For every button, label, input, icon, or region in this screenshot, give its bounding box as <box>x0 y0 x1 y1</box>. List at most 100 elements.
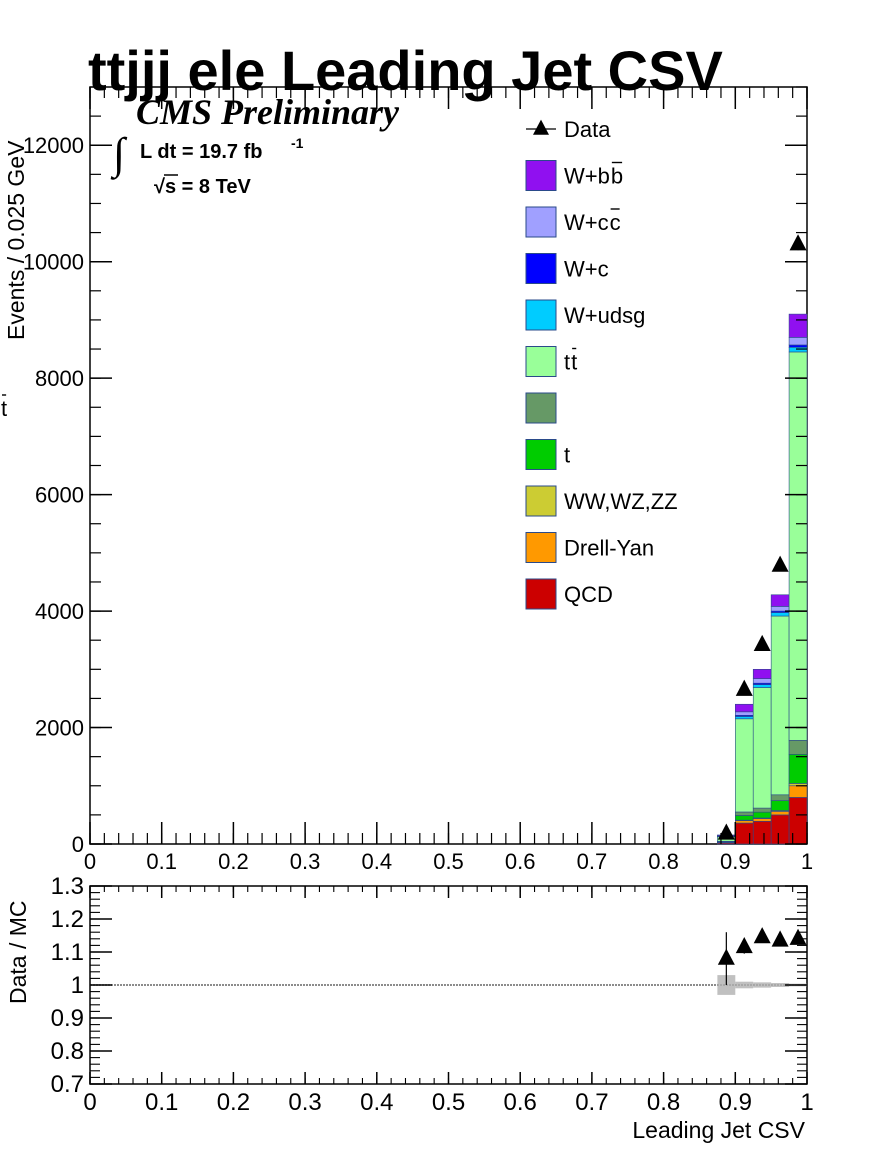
x-tick-label: 0.6 <box>505 849 536 874</box>
x-tick-label: 0.7 <box>577 849 608 874</box>
stack-bar-qcd-bin-3 <box>770 814 790 845</box>
legend-label-suffix-w-bb: b <box>611 164 623 189</box>
data-point-bin-4 <box>789 234 807 251</box>
main-plot-frame <box>89 86 808 845</box>
stack-bar-ttbar-bin-4 <box>788 351 808 741</box>
legend-label-vv: WW,WZ,ZZ <box>564 489 678 514</box>
legend-label-qcd: QCD <box>564 582 613 607</box>
ratio-y-tick-label: 1.3 <box>51 873 84 900</box>
stack-bar-qcd-bin-2 <box>752 820 772 845</box>
legend-swatch-w-udsg <box>525 299 557 331</box>
stack-bar-tbar-bin-2 <box>752 807 772 813</box>
stack-bar-drell-yan-bin-3 <box>770 811 790 816</box>
ratio-x-tick-label: 0.6 <box>504 1089 537 1116</box>
ratio-x-tick-label: 0.7 <box>575 1089 608 1116</box>
stack-bar-w-bb-bin-3 <box>770 594 790 607</box>
y-axis-title: Events / 0.025 GeV <box>3 140 29 340</box>
stack-bar-ttbar-bin-3 <box>770 615 790 796</box>
y-tick-label: 2000 <box>35 716 84 741</box>
ratio-y-tick-label: 0.9 <box>51 1005 84 1032</box>
ratio-x-tick-label: 0.9 <box>719 1089 752 1116</box>
stack-bar-qcd-bin-4 <box>788 797 808 845</box>
y-tick-label: 6000 <box>35 483 84 508</box>
x-tick-label: 0.8 <box>648 849 679 874</box>
lumi-exponent: -1 <box>291 135 304 151</box>
ratio-x-tick-label: 1 <box>800 1089 813 1116</box>
stack-bar-qcd-bin-1 <box>734 822 754 845</box>
ratio-plot: 0 0.1 0.2 0.3 0.4 0.5 0.6 0.7 0.8 0.9 1 0.7 0.8 0.9 1 1… <box>51 873 814 1116</box>
ratio-y-tick-label: 1.2 <box>51 906 84 933</box>
legend-label-w-bb: W+b <box>564 164 610 189</box>
ratio-y-tick-label: 0.8 <box>51 1038 84 1065</box>
stack-bar-w-udsg-bin-2 <box>752 684 772 688</box>
legend-swatch-vv <box>525 485 557 517</box>
x-tick-label: 0.2 <box>218 849 249 874</box>
cms-preliminary-label: CMS Preliminary <box>136 92 400 132</box>
legend-swatch-w-c <box>525 253 557 284</box>
legend-label-suffix-ttbar: t <box>571 350 577 375</box>
ratio-x-tick-label: 0.2 <box>217 1089 250 1116</box>
ratio-x-tick-label: 0.3 <box>288 1089 321 1116</box>
stack-bar-t-bin-4 <box>788 754 808 784</box>
y-tick-label: 0 <box>72 832 84 857</box>
ratio-y-tick-label: 1.1 <box>51 939 84 966</box>
data-point-bin-0 <box>717 823 735 840</box>
ratio-y-tick-label: 0.7 <box>51 1071 84 1098</box>
stack-bar-t-bin-3 <box>770 800 790 811</box>
legend-swatch-ttbar <box>525 346 557 377</box>
y-tick-label: 4000 <box>35 599 84 624</box>
stack-bar-w-cc-bin-4 <box>788 337 808 346</box>
energy-label: s = 8 TeV <box>165 176 251 198</box>
legend-swatch-drell-yan <box>525 532 557 563</box>
ratio-y-axis-title: Data / MC <box>5 900 31 1004</box>
ratio-x-tick-label: 0.5 <box>432 1089 465 1116</box>
x-tick-label: 0.1 <box>146 849 177 874</box>
x-tick-label: 0.9 <box>720 849 751 874</box>
ratio-x-tick-label: 0.8 <box>647 1089 680 1116</box>
legend-label-t: t <box>564 443 570 468</box>
data-point-bin-3 <box>771 555 789 572</box>
stack-bar-t-bin-2 <box>752 811 772 819</box>
x-tick-label: 0.4 <box>362 849 393 874</box>
y-tick-label: 10000 <box>23 250 84 275</box>
x-tick-label: 0.5 <box>433 849 464 874</box>
legend-swatch-tbar <box>525 392 557 424</box>
x-axis-title: Leading Jet CSV <box>632 1117 805 1143</box>
legend-swatch-w-bb <box>525 160 557 191</box>
legend-label-data: Data <box>564 117 611 142</box>
ratio-x-tick-label: 0 <box>83 1089 96 1116</box>
stack-bar-w-udsg-bin-3 <box>770 612 790 617</box>
stack-bar-w-bb-bin-2 <box>752 669 772 679</box>
legend-swatch-w-cc <box>525 206 557 238</box>
ratio-point-bin-0 <box>717 948 735 965</box>
legend-label-drell-yan: Drell-Yan <box>564 536 654 561</box>
legend-marker-data <box>533 119 549 135</box>
integral-sign: ∫ <box>110 129 128 180</box>
stack-bar-tbar-bin-1 <box>734 811 754 816</box>
y-tick-label: 8000 <box>35 366 84 391</box>
legend-swatch-qcd <box>525 578 557 610</box>
stack-bar-w-cc-bin-1 <box>734 711 754 716</box>
sqrt-sign: √ <box>154 176 166 198</box>
main-plot: 0 0.1 0.2 0.3 0.4 0.5 0.6 0.7 0.8 0.9 1 0 2000 4000 60… <box>23 86 813 874</box>
legend-label-ttbar: t <box>564 350 570 375</box>
x-tick-label: 0.3 <box>290 849 321 874</box>
stack-bar-w-udsg-bin-1 <box>734 716 754 720</box>
mc-uncertainty-band-bin-1 <box>735 981 754 989</box>
x-tick-label: 1 <box>801 849 813 874</box>
stack-bar-drell-yan-bin-4 <box>788 785 808 798</box>
stack-bar-t-bin-1 <box>734 815 754 821</box>
ratio-point-bin-4 <box>789 928 807 945</box>
ratio-x-tick-label: 0.4 <box>360 1089 393 1116</box>
ratio-y-tick-label: 1 <box>71 972 84 999</box>
stack-bar-ttbar-bin-2 <box>752 687 772 809</box>
legend-label-suffix-w-cc: c <box>610 210 621 235</box>
mc-uncertainty-band-bin-2 <box>753 982 772 988</box>
stack-bar-drell-yan-bin-2 <box>752 818 772 822</box>
ratio-point-bin-3 <box>771 930 789 947</box>
stack-bar-w-cc-bin-2 <box>752 678 772 684</box>
legend-label-suffix-tbar: t <box>1 396 7 421</box>
